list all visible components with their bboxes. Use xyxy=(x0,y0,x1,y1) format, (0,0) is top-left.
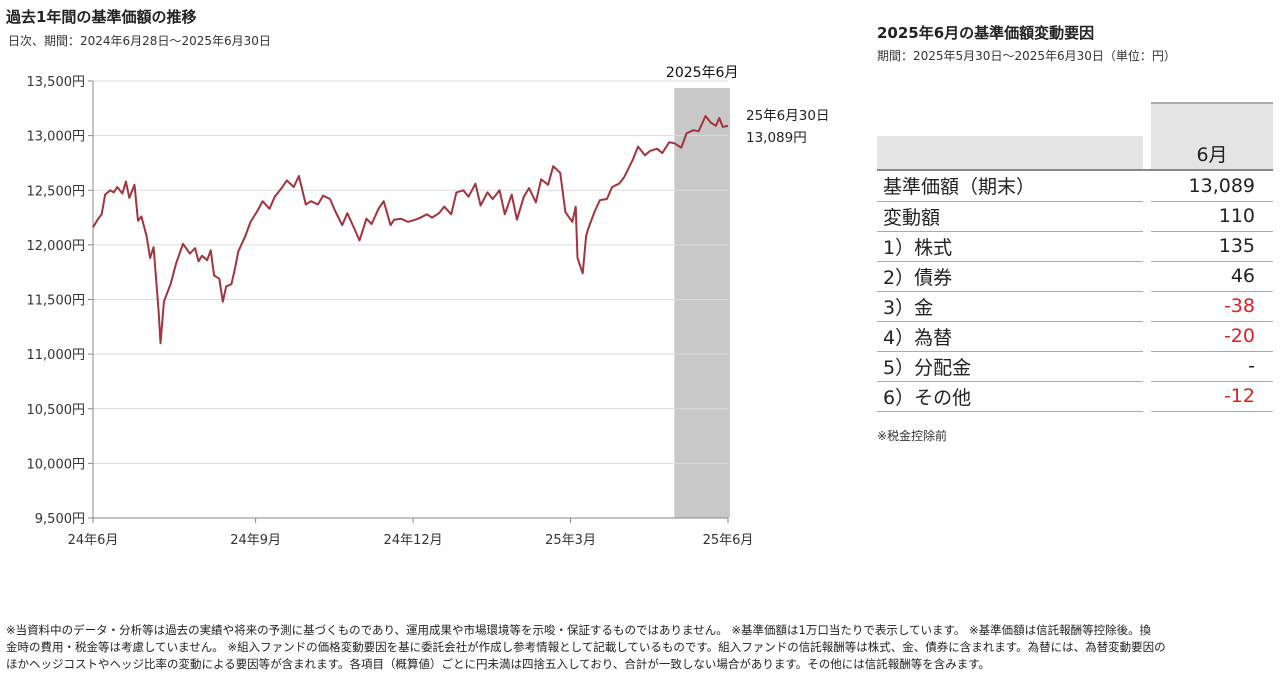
factor-label: 2）債券 xyxy=(877,261,1143,292)
factor-value: - xyxy=(1151,351,1273,382)
y-tick-label: 12,500円 xyxy=(27,184,86,199)
factor-value: 135 xyxy=(1151,231,1273,262)
x-tick-label: 24年6月 xyxy=(68,533,119,548)
factor-table-header: 6月 xyxy=(877,102,1273,171)
factor-label: 5）分配金 xyxy=(877,351,1143,382)
footnote-line: ※当資料中のデータ・分析等は過去の実績や将来の予測に基づくものであり、運用成果や… xyxy=(6,623,1152,637)
factor-row: 3）金 -38 xyxy=(877,291,1273,322)
y-tick-label: 13,000円 xyxy=(27,130,86,145)
factor-note: ※税金控除前 xyxy=(877,429,948,443)
end-value-label: 13,089円 xyxy=(746,130,807,146)
factor-value: 46 xyxy=(1151,261,1273,292)
nav-line-chart: 2025年6月 9,500円 10,000円 10,500円 11,000円 11,500… xyxy=(27,65,830,548)
factor-value: 110 xyxy=(1151,201,1273,232)
factor-value: 13,089 xyxy=(1151,170,1273,202)
y-tick-label: 12,000円 xyxy=(27,239,86,254)
x-tick-label: 25年6月 xyxy=(703,533,754,548)
factor-header-month: 6月 xyxy=(1151,102,1273,171)
factor-label: 6）その他 xyxy=(877,381,1143,412)
footnote-line: 金時の費用・税金等は考慮していません。 ※組入ファンドの価格変動要因を基に委託会… xyxy=(6,640,1166,654)
factor-row: 1）株式 135 xyxy=(877,231,1273,262)
y-tick-label: 13,500円 xyxy=(27,75,86,90)
x-tick-label: 24年12月 xyxy=(384,533,443,548)
factor-row: 2）債券 46 xyxy=(877,261,1273,292)
factor-label: 4）為替 xyxy=(877,321,1143,352)
factor-row: 5）分配金 - xyxy=(877,351,1273,382)
factor-table: 6月 基準価額（期末） 13,089 変動額 110 1）株式 135 2）債券 46 3）金 -… xyxy=(877,102,1273,412)
factor-label: 変動額 xyxy=(877,201,1143,232)
factor-row: 4）為替 -20 xyxy=(877,321,1273,352)
factor-row: 基準価額（期末） 13,089 xyxy=(877,170,1273,202)
y-tick-label: 10,000円 xyxy=(27,457,86,472)
factor-value: -12 xyxy=(1151,381,1273,412)
factor-row: 変動額 110 xyxy=(877,201,1273,232)
factor-label: 基準価額（期末） xyxy=(877,170,1143,202)
chart-subtitle: 日次、期間：2024年6月28日～2025年6月30日 xyxy=(8,34,271,48)
end-date-label: 25年6月30日 xyxy=(746,108,829,124)
nav-series-line xyxy=(92,115,729,345)
footnote-line: ほかヘッジコストやヘッジ比率の変動による要因等が含まれます。各項目（概算値）ごと… xyxy=(6,657,991,671)
y-tick-label: 11,500円 xyxy=(27,294,86,309)
y-tick-label: 10,500円 xyxy=(27,403,86,418)
highlight-band xyxy=(674,88,730,518)
factor-value: -20 xyxy=(1151,321,1273,352)
factor-header-blank xyxy=(877,103,1143,171)
x-tick-label: 25年3月 xyxy=(545,533,596,548)
factor-label: 1）株式 xyxy=(877,231,1143,262)
y-tick-label: 9,500円 xyxy=(35,512,85,527)
footnote: ※当資料中のデータ・分析等は過去の実績や将来の予測に基づくものであり、運用成果や… xyxy=(6,622,1276,673)
x-tick-label: 24年9月 xyxy=(230,533,281,548)
factor-subtitle: 期間：2025年5月30日～2025年6月30日（単位：円） xyxy=(877,49,1176,63)
factor-row: 6）その他 -12 xyxy=(877,381,1273,412)
factor-value: -38 xyxy=(1151,291,1273,322)
factor-title: 2025年6月の基準価額変動要因 xyxy=(877,24,1095,42)
highlight-label: 2025年6月 xyxy=(666,65,739,81)
factor-label: 3）金 xyxy=(877,291,1143,322)
y-tick-label: 11,000円 xyxy=(27,348,86,363)
chart-title: 過去1年間の基準価額の推移 xyxy=(6,8,197,26)
